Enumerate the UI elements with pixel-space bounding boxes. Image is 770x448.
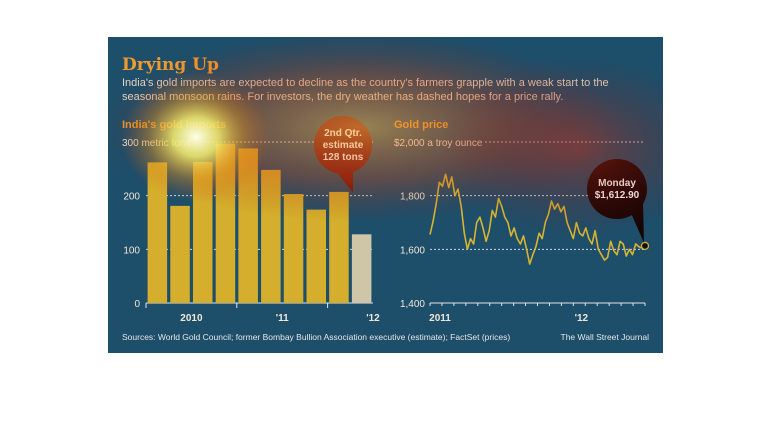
- bar-x-tick-label: '11: [276, 313, 289, 324]
- price-callout-text: Monday: [598, 178, 636, 189]
- line-chart-title: Gold price: [394, 119, 448, 131]
- latest-price-marker: [640, 241, 650, 250]
- bar: [283, 194, 304, 303]
- bar: [170, 205, 190, 303]
- bar: [261, 169, 281, 303]
- bar: [215, 143, 236, 303]
- infographic-subtitle: India's gold imports are expected to dec…: [122, 77, 609, 103]
- line-y-tick-label: 1,600: [400, 245, 425, 256]
- estimate-callout-pointer: [335, 169, 353, 193]
- price-callout-text: $1,612.90: [595, 190, 640, 201]
- bar: [306, 209, 327, 303]
- bar-x-tick-label: '12: [366, 313, 380, 324]
- bar-x-tick-label: 2010: [180, 313, 203, 324]
- bar-estimate: [351, 234, 372, 303]
- bar-chart-title: India's gold imports: [122, 119, 226, 131]
- bar-unit-label: 300 metric tons: [122, 138, 190, 149]
- line-unit-label: $2,000 a troy ounce: [394, 138, 483, 149]
- publisher-credit: The Wall Street Journal: [560, 332, 650, 342]
- line-y-tick-label: 1,400: [400, 299, 425, 310]
- bar-y-tick-label: 100: [123, 245, 140, 256]
- gold-price-line: [429, 173, 646, 265]
- line-x-tick-label: '12: [575, 313, 589, 324]
- line-y-tick-label: 1,800: [400, 192, 425, 203]
- estimate-callout-text: 2nd Qtr.: [324, 128, 362, 139]
- bar-y-tick-label: 0: [134, 299, 140, 310]
- source-note: Sources: World Gold Council; former Bomb…: [122, 332, 511, 342]
- infographic-title: Drying Up: [122, 55, 219, 75]
- bar: [238, 148, 258, 303]
- bar: [192, 161, 213, 303]
- infographic-panel: India's gold imports 0 100 200 300 metric to…: [108, 37, 663, 353]
- line-x-tick-label: 2011: [429, 313, 451, 324]
- bar: [329, 191, 349, 303]
- bar: [147, 162, 168, 303]
- estimate-callout-text: 128 tons: [323, 152, 364, 163]
- bar-y-tick-label: 200: [123, 192, 140, 203]
- estimate-callout-text: estimate: [323, 140, 364, 151]
